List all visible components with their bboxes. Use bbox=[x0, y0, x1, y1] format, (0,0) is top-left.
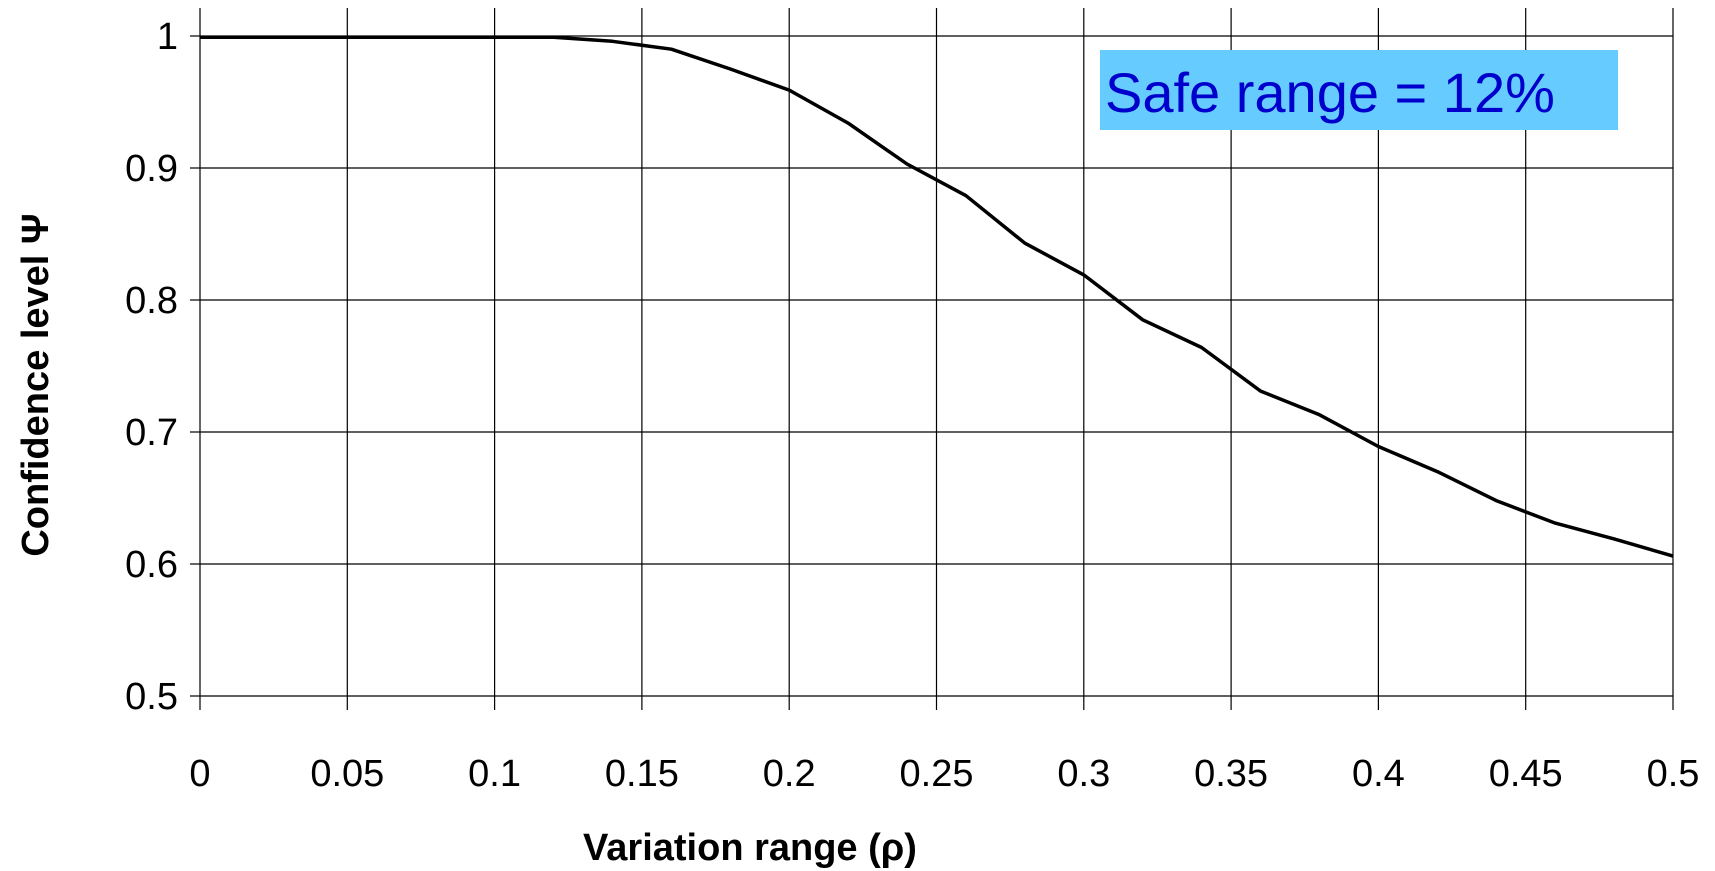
x-tick-label: 0 bbox=[189, 753, 210, 795]
data-point bbox=[1318, 414, 1320, 416]
data-point bbox=[906, 163, 908, 165]
x-tick-label: 0.35 bbox=[1194, 753, 1268, 795]
x-tick-label: 0.5 bbox=[1647, 753, 1700, 795]
data-point bbox=[1495, 500, 1497, 502]
data-point bbox=[1142, 319, 1144, 321]
x-tick-label: 0.4 bbox=[1352, 753, 1405, 795]
x-tick-label: 0.3 bbox=[1057, 753, 1110, 795]
x-tick-label: 0.15 bbox=[605, 753, 679, 795]
annotation-background bbox=[1100, 50, 1618, 130]
series-group bbox=[199, 35, 1674, 558]
y-tick-label: 1 bbox=[157, 16, 178, 58]
data-point bbox=[258, 36, 260, 38]
x-axis-ticks: 0 0.05 0.1 0.15 0.2 0.25 0.3 0.35 0.4 0.45 0.5 bbox=[189, 696, 1699, 795]
data-point bbox=[317, 36, 319, 38]
data-point bbox=[847, 122, 849, 124]
data-point bbox=[1554, 522, 1556, 524]
x-tick-label: 0.45 bbox=[1489, 753, 1563, 795]
data-point bbox=[1436, 471, 1438, 473]
y-tick-label: 0.9 bbox=[125, 148, 178, 190]
y-axis-ticks: 0.5 0.6 0.7 0.8 0.9 1 bbox=[125, 16, 200, 718]
x-tick-label: 0.1 bbox=[468, 753, 521, 795]
series-line bbox=[200, 35, 1674, 558]
y-axis-title: Confidence level Ψ bbox=[15, 213, 57, 556]
data-point bbox=[1613, 538, 1615, 540]
y-tick-label: 0.7 bbox=[125, 412, 178, 454]
y-tick-label: 0.8 bbox=[125, 280, 178, 322]
data-point bbox=[1260, 390, 1262, 392]
x-tick-label: 0.25 bbox=[900, 753, 974, 795]
data-point bbox=[611, 40, 613, 42]
x-tick-label: 0.2 bbox=[763, 753, 816, 795]
data-point bbox=[494, 36, 496, 38]
annotation-text: Safe range = 12% bbox=[1105, 61, 1555, 124]
annotation: Safe range = 12% bbox=[1100, 50, 1618, 130]
data-point bbox=[729, 68, 731, 70]
data-point bbox=[1083, 274, 1085, 276]
x-tick-label: 0.05 bbox=[310, 753, 384, 795]
data-point bbox=[965, 195, 967, 197]
y-tick-label: 0.6 bbox=[125, 544, 178, 586]
data-point bbox=[1377, 446, 1379, 448]
y-tick-label: 0.5 bbox=[125, 676, 178, 718]
data-point bbox=[199, 36, 201, 38]
data-point bbox=[376, 36, 378, 38]
data-point bbox=[1024, 242, 1026, 244]
x-axis-title: Variation range (ρ) bbox=[583, 827, 917, 869]
data-point bbox=[788, 89, 790, 91]
data-point bbox=[435, 36, 437, 38]
data-point bbox=[670, 48, 672, 50]
data-point bbox=[1201, 347, 1203, 349]
data-point bbox=[1672, 555, 1674, 557]
data-point bbox=[553, 36, 555, 38]
